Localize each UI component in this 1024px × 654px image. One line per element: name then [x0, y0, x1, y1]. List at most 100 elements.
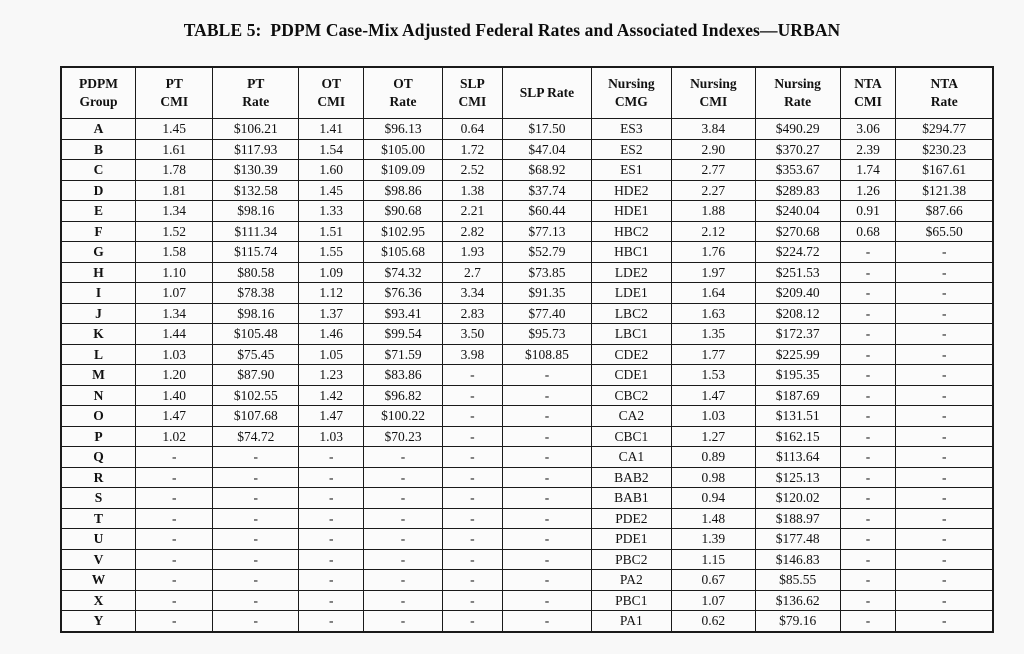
- cell-L-slp-rate: $108.85: [502, 343, 592, 365]
- cell-X-ot-cmi: -: [298, 589, 365, 611]
- cell-F-nursing-cmg: HBC2: [590, 220, 672, 242]
- cell-B-nta-rate: $230.23: [895, 138, 994, 160]
- cell-U-pt-rate: -: [212, 528, 300, 550]
- cell-I-pt-rate: $78.38: [212, 282, 300, 304]
- table-row-A: A 1.45 $106.21 1.41 $96.13 0.64 $17.50 ES3 3.84 $…: [60, 118, 994, 140]
- cell-X-pt-cmi: -: [135, 589, 214, 611]
- cell-X-pt-rate: -: [212, 589, 300, 611]
- cell-D-ot-cmi: 1.45: [298, 179, 365, 201]
- cell-F-ot-rate: $102.95: [363, 220, 443, 242]
- cell-B-nta-cmi: 2.39: [839, 138, 897, 160]
- cell-U-slp-rate: -: [502, 528, 592, 550]
- cell-K-ot-cmi: 1.46: [298, 323, 365, 345]
- cell-E-slp-cmi: 2.21: [441, 200, 504, 222]
- cell-H-nursing-cmg: LDE2: [590, 261, 672, 283]
- cell-Y-pt-cmi: -: [135, 610, 214, 632]
- cell-Q-pt-cmi: -: [135, 446, 214, 468]
- cell-Y-nta-cmi: -: [839, 610, 897, 632]
- cell-Q-pt-rate: -: [212, 446, 300, 468]
- cell-R-nta-rate: -: [895, 466, 994, 488]
- cell-P-nursing-cmi: 1.27: [670, 425, 756, 447]
- cell-A-nursing-cmg: ES3: [590, 118, 672, 140]
- cell-C-ot-rate: $109.09: [363, 159, 443, 181]
- cell-T-pt-rate: -: [212, 507, 300, 529]
- cell-M-nursing-cmg: CDE1: [590, 364, 672, 386]
- row-label-A: A: [60, 118, 137, 140]
- cell-W-pt-cmi: -: [135, 569, 214, 591]
- cell-U-slp-cmi: -: [441, 528, 504, 550]
- cell-R-slp-rate: -: [502, 466, 592, 488]
- column-header-nta-rate: NTA Rate: [895, 66, 994, 119]
- cell-V-nursing-rate: $146.83: [754, 548, 841, 570]
- cell-E-slp-rate: $60.44: [502, 200, 592, 222]
- cell-C-nursing-rate: $353.67: [754, 159, 841, 181]
- cell-H-slp-rate: $73.85: [502, 261, 592, 283]
- cell-T-nta-cmi: -: [839, 507, 897, 529]
- cell-K-nta-rate: -: [895, 323, 994, 345]
- table-body: A 1.45 $106.21 1.41 $96.13 0.64 $17.50 ES3 3.84 $…: [60, 118, 994, 632]
- table-row-O: O 1.47 $107.68 1.47 $100.22- - CA2 1.03 $131.51-…: [60, 405, 994, 427]
- cell-T-ot-rate: -: [363, 507, 443, 529]
- cell-M-nta-rate: -: [895, 364, 994, 386]
- cell-R-nursing-cmi: 0.98: [670, 466, 756, 488]
- cell-G-nursing-rate: $224.72: [754, 241, 841, 263]
- cell-W-ot-cmi: -: [298, 569, 365, 591]
- cell-J-slp-rate: $77.40: [502, 302, 592, 324]
- cell-V-ot-cmi: -: [298, 548, 365, 570]
- row-label-Y: Y: [60, 610, 137, 632]
- cell-O-nta-cmi: -: [839, 405, 897, 427]
- cell-E-ot-rate: $90.68: [363, 200, 443, 222]
- cell-N-nursing-cmg: CBC2: [590, 384, 672, 406]
- cell-O-slp-rate: -: [502, 405, 592, 427]
- cell-H-nta-rate: -: [895, 261, 994, 283]
- cell-W-ot-rate: -: [363, 569, 443, 591]
- cell-F-nta-rate: $65.50: [895, 220, 994, 242]
- cell-K-nta-cmi: -: [839, 323, 897, 345]
- cell-V-nursing-cmi: 1.15: [670, 548, 756, 570]
- cell-N-ot-rate: $96.82: [363, 384, 443, 406]
- cell-K-nursing-cmg: LBC1: [590, 323, 672, 345]
- cell-P-ot-cmi: 1.03: [298, 425, 365, 447]
- cell-I-pt-cmi: 1.07: [135, 282, 214, 304]
- cell-K-nursing-cmi: 1.35: [670, 323, 756, 345]
- cell-U-nta-rate: -: [895, 528, 994, 550]
- cell-U-ot-rate: -: [363, 528, 443, 550]
- cell-F-pt-rate: $111.34: [212, 220, 300, 242]
- cell-X-nursing-cmi: 1.07: [670, 589, 756, 611]
- cell-O-ot-rate: $100.22: [363, 405, 443, 427]
- cell-R-ot-cmi: -: [298, 466, 365, 488]
- cell-C-nta-cmi: 1.74: [839, 159, 897, 181]
- cell-T-pt-cmi: -: [135, 507, 214, 529]
- cell-D-pt-rate: $132.58: [212, 179, 300, 201]
- cell-S-nursing-cmi: 0.94: [670, 487, 756, 509]
- cell-B-nursing-rate: $370.27: [754, 138, 841, 160]
- cell-I-nta-rate: -: [895, 282, 994, 304]
- cell-E-nursing-cmi: 1.88: [670, 200, 756, 222]
- cell-L-ot-rate: $71.59: [363, 343, 443, 365]
- cell-U-nursing-cmi: 1.39: [670, 528, 756, 550]
- cell-O-nursing-rate: $131.51: [754, 405, 841, 427]
- cell-G-pt-cmi: 1.58: [135, 241, 214, 263]
- cell-C-pt-cmi: 1.78: [135, 159, 214, 181]
- cell-B-slp-cmi: 1.72: [441, 138, 504, 160]
- cell-B-pt-rate: $117.93: [212, 138, 300, 160]
- cell-U-nursing-rate: $177.48: [754, 528, 841, 550]
- cell-W-nursing-cmg: PA2: [590, 569, 672, 591]
- table-row-Q: Q - - - - - - CA1 0.89 $113.64- -: [60, 446, 994, 468]
- cell-C-ot-cmi: 1.60: [298, 159, 365, 181]
- cell-N-nursing-rate: $187.69: [754, 384, 841, 406]
- cell-K-slp-rate: $95.73: [502, 323, 592, 345]
- cell-X-nta-rate: -: [895, 589, 994, 611]
- row-label-G: G: [60, 241, 137, 263]
- table-row-R: R - - - - - - BAB2 0.98 $125.13- -: [60, 466, 994, 488]
- cell-B-nursing-cmi: 2.90: [670, 138, 756, 160]
- header-row: PDPM Group PT CMI PT Rate OT CMI OT Rate SLP CMI SLP…: [60, 66, 994, 119]
- cell-V-nursing-cmg: PBC2: [590, 548, 672, 570]
- row-label-F: F: [60, 220, 137, 242]
- cell-L-ot-cmi: 1.05: [298, 343, 365, 365]
- row-label-W: W: [60, 569, 137, 591]
- cell-E-pt-rate: $98.16: [212, 200, 300, 222]
- cell-D-nursing-rate: $289.83: [754, 179, 841, 201]
- cell-Q-slp-rate: -: [502, 446, 592, 468]
- cell-A-pt-cmi: 1.45: [135, 118, 214, 140]
